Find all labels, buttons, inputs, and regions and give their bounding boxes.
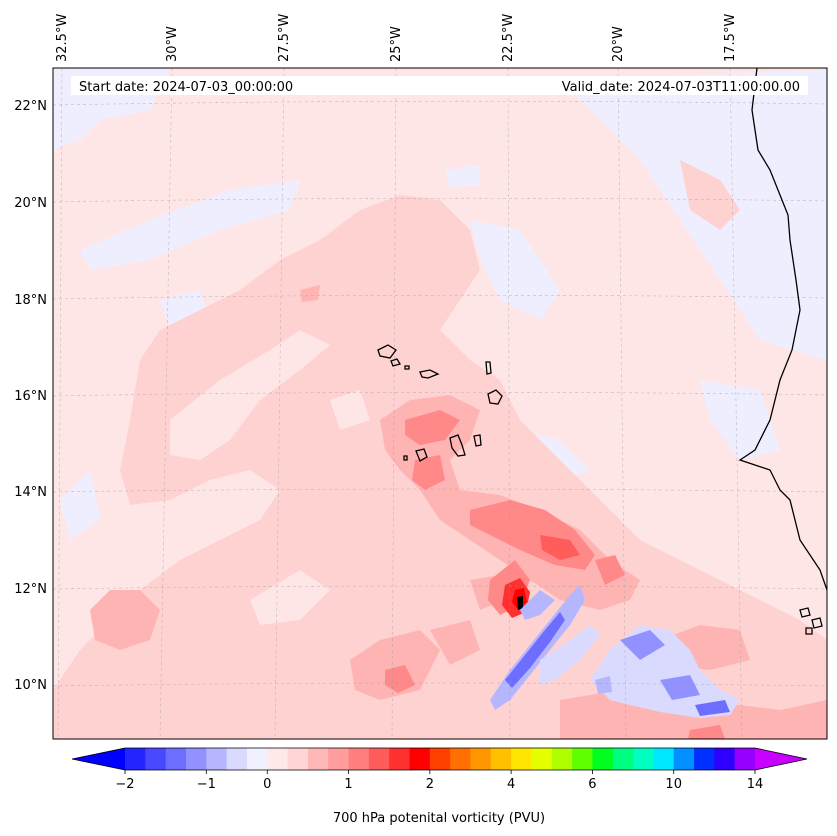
latitude-tick-label: 18°N xyxy=(14,293,47,308)
latitude-tick-label: 14°N xyxy=(14,485,47,500)
latitude-tick-label: 22°N xyxy=(14,99,47,114)
colorbar-segment xyxy=(226,748,248,770)
longitude-tick-label: 27.5°W xyxy=(277,14,292,62)
colorbar-segment xyxy=(673,748,695,770)
colorbar-segment xyxy=(551,748,573,770)
colorbar-segment xyxy=(450,748,471,770)
colorbar-segment xyxy=(633,748,654,770)
colorbar-segment xyxy=(145,748,167,770)
colorbar-segment xyxy=(612,748,634,770)
colorbar-tick-label: 0 xyxy=(263,777,271,792)
colorbar-segment xyxy=(348,748,370,770)
graticule xyxy=(53,68,827,739)
colorbar-segment xyxy=(653,748,675,770)
pv-positive-intense-contours xyxy=(502,535,580,618)
colorbar-tick-label: 1 xyxy=(344,777,352,792)
colorbar-tick-label: 4 xyxy=(507,777,515,792)
colorbar-segment xyxy=(206,748,228,770)
latitude-tick-label: 10°N xyxy=(14,678,47,693)
cape-verde-boa-vista xyxy=(487,389,503,405)
colorbar-segment xyxy=(307,748,329,770)
colorbar-tick-label: 2 xyxy=(426,777,434,792)
cape-verde-sao-vicente xyxy=(390,358,401,367)
colorbar: −2 −1 0 1 2 4 6 10 14 xyxy=(71,747,808,792)
cape-verde-maio xyxy=(473,434,482,447)
colorbar-segment xyxy=(572,748,593,770)
colorbar-label: 700 hPa potenital vorticity (PVU) xyxy=(333,811,545,826)
map-panel xyxy=(53,68,827,739)
colorbar-segment xyxy=(165,748,187,770)
cape-verde-sao-nicolau xyxy=(419,369,440,379)
colorbar-segment xyxy=(125,748,146,770)
cape-verde-santiago xyxy=(449,434,466,457)
longitude-tick-label: 30°W xyxy=(165,26,180,62)
map-frame xyxy=(52,67,828,740)
longitude-tick-label: 25°W xyxy=(389,26,404,62)
colorbar-tick-label: −1 xyxy=(197,777,216,792)
pv-negative-strong-contours xyxy=(490,585,740,718)
colorbar-segment xyxy=(368,748,390,770)
start-date-label: Start date: 2024-07-03_00:00:00 xyxy=(79,80,293,95)
colorbar-segment xyxy=(287,748,309,770)
colorbar-segment xyxy=(328,748,350,770)
africa-coastline xyxy=(738,68,827,591)
latitude-tick-label: 20°N xyxy=(14,196,47,211)
colorbar-tick-label: 10 xyxy=(665,777,682,792)
cape-verde-santo-antao xyxy=(377,344,397,359)
colorbar-tick-label: 6 xyxy=(588,777,596,792)
colorbar-segment xyxy=(531,748,553,770)
bijagos-islands xyxy=(799,607,823,635)
colorbar-segment xyxy=(694,748,715,770)
colorbar-extend-low xyxy=(72,748,125,770)
longitude-tick-label: 17.5°W xyxy=(723,14,738,62)
latitude-tick-label: 12°N xyxy=(14,582,47,597)
colorbar-segment xyxy=(470,748,492,770)
colorbar-segment xyxy=(267,748,289,770)
colorbar-segment xyxy=(389,748,411,770)
cape-verde-sal xyxy=(485,361,492,375)
colorbar-extend-high xyxy=(755,748,807,770)
cape-verde-brava xyxy=(403,455,408,461)
longitude-tick-label: 22.5°W xyxy=(501,14,516,62)
cape-verde-santa-luzia xyxy=(404,365,410,370)
colorbar-segment xyxy=(734,748,756,770)
date-header-box xyxy=(71,76,808,95)
longitude-tick-label: 20°W xyxy=(611,26,626,62)
colorbar-segment xyxy=(511,748,532,770)
longitude-labels: 32.5°W 30°W 27.5°W 25°W 22.5°W 20°W 17.5°W xyxy=(55,14,738,62)
pv-background-gaps xyxy=(170,330,640,625)
colorbar-tick-label: −2 xyxy=(115,777,134,792)
latitude-tick-label: 16°N xyxy=(14,389,47,404)
colorbar-segment xyxy=(185,748,207,770)
colorbar-tick-label: 14 xyxy=(747,777,764,792)
colorbar-segment xyxy=(592,748,614,770)
colorbar-segment xyxy=(490,748,512,770)
latitude-labels: 22°N 20°N 18°N 16°N 14°N 12°N 10°N xyxy=(14,99,47,693)
valid-date-label: Valid_date: 2024-07-03T11:00:00.00 xyxy=(562,80,800,95)
longitude-tick-label: 32.5°W xyxy=(55,14,70,62)
coastlines xyxy=(377,68,827,635)
colorbar-segment xyxy=(409,748,431,770)
colorbar-segment xyxy=(714,748,736,770)
colorbar-segment xyxy=(429,748,451,770)
colorbar-segment xyxy=(246,748,268,770)
cape-verde-fogo xyxy=(415,448,428,462)
